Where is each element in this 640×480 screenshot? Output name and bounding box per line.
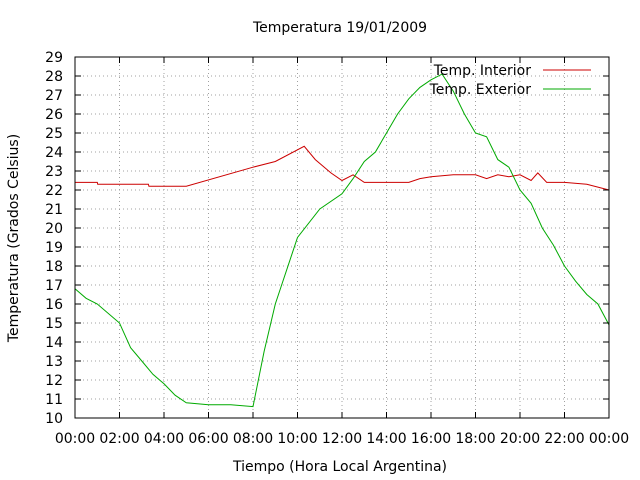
y-tick-label: 24 [45,145,63,161]
series-lines [74,73,610,408]
legend: Temp. Interior Temp. Exterior [429,63,591,98]
x-tick-label: 20:00 [500,431,540,447]
x-tick-label: 00:00 [589,431,629,447]
chart-title: Temperatura 19/01/2009 [252,20,427,36]
y-axis-label: Temperatura (Grados Celsius) [6,134,22,343]
x-tick-label: 16:00 [411,431,451,447]
y-tick-label: 14 [45,335,63,351]
legend-label-exterior: Temp. Exterior [429,82,532,98]
x-tick-label: 14:00 [366,431,406,447]
grid [75,57,609,418]
y-tick-label: 26 [45,107,63,123]
legend-label-interior: Temp. Interior [433,63,532,79]
x-tick-label: 22:00 [544,431,584,447]
y-tick-label: 16 [45,297,63,313]
x-tick-label: 18:00 [455,431,495,447]
y-tick-label: 19 [45,240,63,256]
x-tick-label: 02:00 [99,431,139,447]
x-tick-label: 12:00 [322,431,362,447]
y-tick-label: 18 [45,259,63,275]
y-tick-label: 13 [45,354,63,370]
y-tick-label: 25 [45,126,63,142]
x-tick-label: 00:00 [55,431,95,447]
tick-labels: 10 11 12 13 14 15 16 17 18 19 20 21 22 23 24 25 26 27 28 29… [45,50,629,447]
y-tick-label: 15 [45,316,63,332]
y-tick-label: 21 [45,202,63,218]
x-axis-label: Tiempo (Hora Local Argentina) [232,459,447,475]
y-tick-label: 11 [45,392,63,408]
x-tick-label: 10:00 [277,431,317,447]
y-tick-label: 22 [45,183,63,199]
y-tick-label: 10 [45,411,63,427]
series-line-exterior [74,73,610,408]
y-tick-label: 12 [45,373,63,389]
y-tick-label: 29 [45,50,63,66]
x-tick-label: 04:00 [144,431,184,447]
axis-ticks [74,56,610,419]
y-tick-label: 20 [45,221,63,237]
y-tick-label: 17 [45,278,63,294]
x-tick-label: 08:00 [233,431,273,447]
y-tick-label: 28 [45,69,63,85]
series-line-interior [75,145,610,191]
y-tick-label: 27 [45,88,63,104]
x-tick-label: 06:00 [188,431,228,447]
y-tick-label: 23 [45,164,63,180]
